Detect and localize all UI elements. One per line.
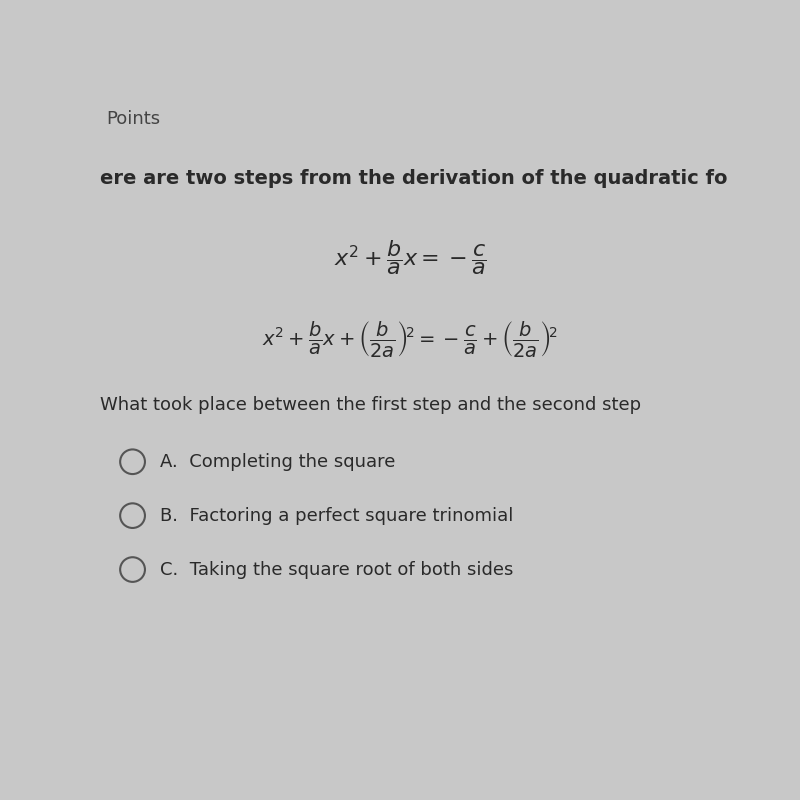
- Text: A.  Completing the square: A. Completing the square: [161, 453, 396, 470]
- Text: C.  Taking the square root of both sides: C. Taking the square root of both sides: [161, 561, 514, 578]
- Text: What took place between the first step and the second step: What took place between the first step a…: [100, 396, 641, 414]
- Text: ere are two steps from the derivation of the quadratic fo: ere are two steps from the derivation of…: [100, 169, 727, 188]
- Text: $x^2 + \dfrac{b}{a}x = -\dfrac{c}{a}$: $x^2 + \dfrac{b}{a}x = -\dfrac{c}{a}$: [334, 238, 486, 278]
- Text: B.  Factoring a perfect square trinomial: B. Factoring a perfect square trinomial: [161, 506, 514, 525]
- Text: $x^2 + \dfrac{b}{a}x + \left(\dfrac{b}{2a}\right)^{\!2} = -\dfrac{c}{a} + \left(: $x^2 + \dfrac{b}{a}x + \left(\dfrac{b}{2…: [262, 319, 558, 359]
- Text: Points: Points: [106, 110, 160, 128]
